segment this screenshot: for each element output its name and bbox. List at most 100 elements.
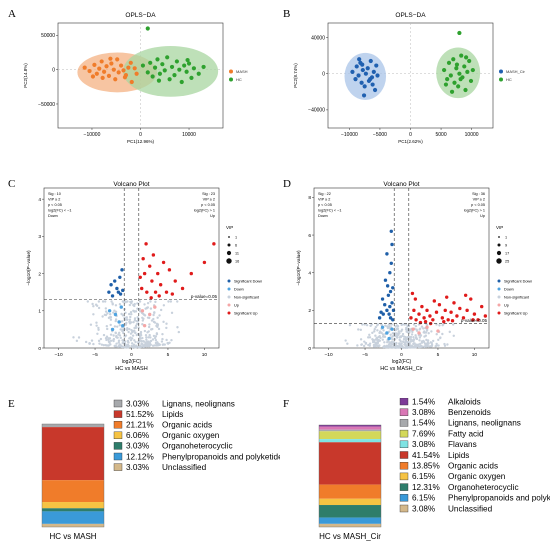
legend-label-organic-acids: Organic acids — [448, 462, 498, 471]
chart-title: Volcano Plot — [383, 181, 419, 188]
point-non-significant — [118, 323, 121, 327]
point-hc — [449, 89, 455, 94]
point-non-significant — [425, 344, 429, 347]
point-significant-up — [440, 316, 445, 320]
point-non-significant — [387, 325, 391, 329]
legend-swatch-lignans-neolignans — [399, 419, 409, 427]
point-significant-down — [390, 301, 394, 305]
point-non-significant — [413, 342, 416, 345]
point-non-significant — [112, 311, 115, 314]
point-hc — [177, 67, 182, 72]
point-hc — [152, 65, 158, 70]
point-mash-cir — [371, 69, 376, 74]
point-significant-down — [391, 318, 395, 322]
point-non-significant — [126, 300, 129, 303]
legend-swatch-benzenoids — [399, 408, 409, 416]
annotation-up: VIP ≥ 2 — [473, 198, 485, 202]
point-non-significant — [425, 338, 428, 342]
point-non-significant — [133, 339, 136, 342]
point-mash — [129, 79, 134, 85]
point-non-significant — [371, 338, 375, 342]
point-non-significant — [99, 337, 103, 341]
legend-swatch-organic-acids — [113, 421, 123, 429]
legend-label-significant-up: Significant Up — [234, 312, 257, 316]
annotation-down: VIP ≥ 2 — [48, 198, 60, 202]
point-non-significant — [373, 330, 376, 333]
point-up — [425, 325, 429, 329]
point-non-significant — [166, 341, 169, 345]
legend-label-lipids: Lipids — [448, 451, 469, 460]
point-non-significant — [406, 324, 409, 328]
point-significant-up — [142, 271, 147, 276]
point-non-significant — [88, 342, 91, 345]
annotation-down: log2(FC) < −1 — [48, 209, 71, 213]
point-significant-up — [413, 297, 418, 301]
point-non-significant — [390, 323, 393, 326]
point-non-significant — [372, 345, 376, 348]
point-non-significant — [441, 324, 444, 327]
legend-value: 41.54% — [412, 451, 440, 460]
point-significant-down — [377, 316, 382, 320]
point-non-significant — [120, 345, 123, 349]
point-non-significant — [422, 340, 426, 344]
point-non-significant — [403, 335, 406, 338]
annotation-down: log2(FC) < −1 — [318, 209, 341, 213]
point-non-significant — [176, 326, 179, 329]
point-non-significant — [125, 328, 129, 332]
x-tick-label: −10000 — [341, 132, 358, 138]
legend-label-lignans-neolignans: Lignans, neolignans — [448, 419, 521, 428]
point-non-significant — [383, 345, 387, 348]
point-significant-down — [388, 304, 392, 309]
point-non-significant — [359, 338, 363, 341]
point-non-significant — [165, 322, 168, 325]
point-non-significant — [397, 333, 400, 336]
point-hc — [445, 77, 450, 82]
point-hc — [446, 60, 452, 65]
point-non-significant — [419, 342, 422, 346]
point-non-significant — [128, 327, 131, 331]
legend-swatch-organoheterocyclic — [399, 483, 409, 491]
point-non-significant — [109, 318, 113, 321]
point-hc — [196, 71, 201, 76]
point-non-significant — [145, 338, 148, 341]
legend-label-phenylpropanoids-and-polyketides: Phenylpropanoids and polyketides — [162, 452, 280, 461]
point-significant-up — [463, 293, 468, 297]
point-non-significant — [401, 323, 405, 326]
y-tick-label: 0 — [38, 346, 41, 352]
point-significant-down — [385, 284, 390, 288]
point-non-significant — [113, 309, 116, 312]
point-non-significant — [388, 346, 391, 349]
x-tick-label: −5 — [362, 352, 368, 358]
point-non-significant — [176, 300, 179, 303]
point-non-significant — [119, 336, 122, 340]
point-non-significant — [109, 316, 113, 319]
point-non-significant — [109, 343, 112, 346]
annotation-up: log2(FC) > 1 — [464, 209, 485, 213]
point-non-significant — [143, 313, 146, 317]
annotation-down: Down — [48, 214, 58, 218]
bar-segment-organic-oxygen — [319, 498, 381, 506]
point-up — [142, 323, 147, 328]
bar-segment-lipids — [319, 442, 381, 485]
point-significant-down — [118, 292, 123, 296]
legend-label-unclassified: Unclassified — [448, 504, 493, 513]
vip-size-label: 25 — [505, 260, 509, 264]
point-up — [140, 309, 145, 313]
point-non-significant — [391, 346, 395, 349]
point-mash — [100, 75, 105, 81]
point-non-significant — [115, 336, 119, 339]
point-non-significant — [158, 314, 161, 317]
point-non-significant — [119, 328, 122, 331]
point-non-significant — [157, 343, 160, 347]
point-hc — [201, 64, 206, 70]
point-non-significant — [89, 323, 93, 326]
point-non-significant — [97, 306, 101, 310]
point-significant-up — [141, 256, 145, 261]
point-non-significant — [396, 327, 399, 330]
point-non-significant — [170, 311, 174, 315]
point-hc — [186, 61, 192, 66]
chart-b-opls-da: OPLS−DA −10000 −5000 0 5000 10000 −40000 0 40000… — [293, 12, 526, 144]
legend-value: 21.21% — [126, 421, 154, 430]
point-non-significant — [381, 338, 384, 341]
